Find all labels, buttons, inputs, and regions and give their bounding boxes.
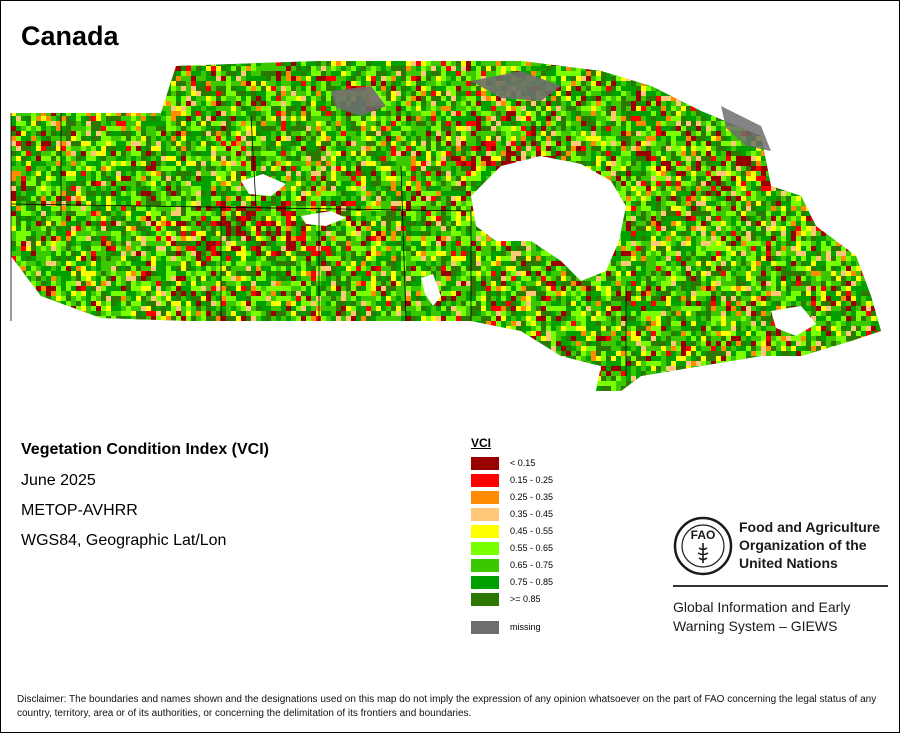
fao-name-line2: Organization of the — [739, 537, 867, 553]
legend-swatch — [471, 490, 499, 504]
map-title: Canada — [21, 21, 119, 51]
vci-map — [10, 61, 881, 391]
legend-label: 0.55 - 0.65 — [510, 543, 554, 553]
gulf-st-lawrence — [771, 306, 816, 336]
legend-item: >= 0.85 — [471, 592, 541, 606]
legend-swatch — [471, 473, 499, 487]
divider — [673, 585, 888, 587]
giews-line2: Warning System – GIEWS — [673, 618, 838, 634]
legend-label: < 0.15 — [510, 458, 536, 468]
hudson-bay — [471, 156, 626, 281]
legend-label: 0.45 - 0.55 — [510, 526, 554, 536]
fao-name-line3: United Nations — [739, 555, 838, 571]
legend-label: missing — [510, 622, 541, 632]
projection-label: WGS84, Geographic Lat/Lon — [21, 532, 227, 549]
legend-item: 0.45 - 0.55 — [471, 524, 553, 538]
arctic-missing-area — [471, 71, 561, 101]
legend-label: 0.15 - 0.25 — [510, 475, 554, 485]
legend-swatch — [471, 507, 499, 521]
legend-item: 0.15 - 0.25 — [471, 473, 553, 487]
legend-swatch — [471, 575, 499, 589]
legend-item: < 0.15 — [471, 456, 535, 470]
giews-line1: Global Information and Early — [673, 599, 851, 615]
province-boundaries — [10, 113, 627, 376]
vci-pixels — [11, 61, 881, 391]
legend-swatch — [471, 541, 499, 555]
index-heading: Vegetation Condition Index (VCI) — [21, 441, 269, 458]
legend-label: 0.65 - 0.75 — [510, 560, 554, 570]
great-slave-lake — [301, 211, 346, 226]
great-bear-lake — [241, 174, 286, 196]
legend-label: 0.35 - 0.45 — [510, 509, 554, 519]
fao-name: Food and Agriculture Organization of the… — [739, 518, 880, 572]
legend-item-missing: missing — [471, 620, 541, 634]
sensor-label: METOP-AVHRR — [21, 502, 138, 519]
legend-item: 0.75 - 0.85 — [471, 575, 553, 589]
fao-logo-letters: FAO — [691, 528, 716, 542]
arctic-missing-area-west — [331, 86, 386, 116]
legend-swatch — [471, 558, 499, 572]
giews-text: Global Information and Early Warning Sys… — [673, 598, 893, 636]
fao-logo-icon: FAO — [673, 516, 733, 576]
legend-item: 0.25 - 0.35 — [471, 490, 553, 504]
legend-label: 0.75 - 0.85 — [510, 577, 554, 587]
legend-swatch — [471, 456, 499, 470]
legend-item: 0.55 - 0.65 — [471, 541, 553, 555]
date-label: June 2025 — [21, 472, 96, 489]
legend-swatch — [471, 620, 499, 634]
legend-swatch — [471, 592, 499, 606]
fao-name-line1: Food and Agriculture — [739, 519, 881, 535]
disclaimer: Disclaimer: The boundaries and names sho… — [17, 694, 877, 719]
lake-winnipeg — [421, 274, 441, 306]
legend-title: VCI — [471, 436, 492, 450]
arctic-missing-area-east — [721, 106, 771, 151]
legend-label: 0.25 - 0.35 — [510, 492, 554, 502]
legend-swatch — [471, 524, 499, 538]
legend-label: >= 0.85 — [510, 594, 541, 604]
legend-item: 0.35 - 0.45 — [471, 507, 553, 521]
legend-item: 0.65 - 0.75 — [471, 558, 553, 572]
